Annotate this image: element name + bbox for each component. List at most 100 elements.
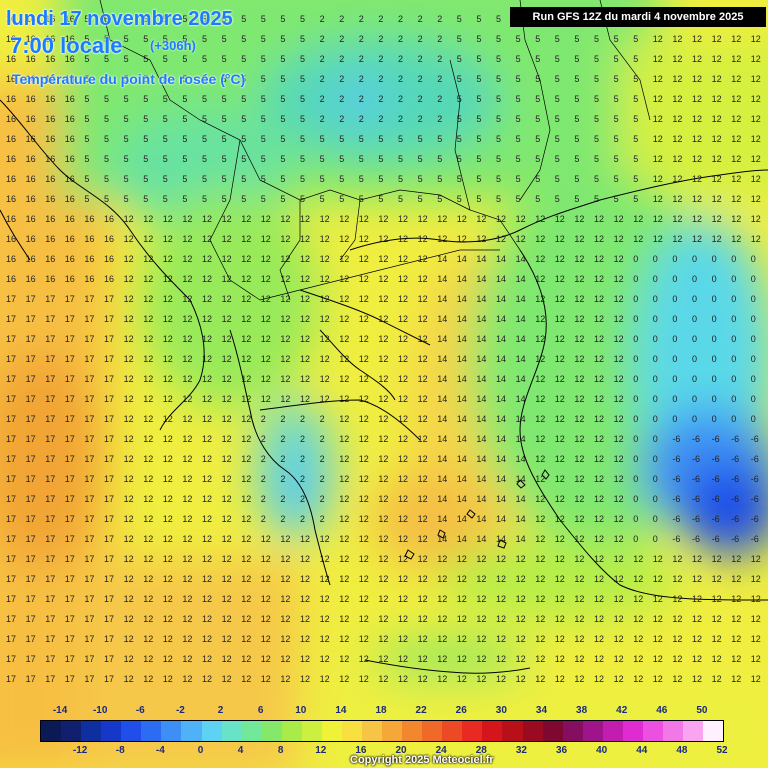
svg-text:12: 12: [437, 574, 447, 584]
svg-text:5: 5: [182, 74, 187, 84]
svg-text:12: 12: [535, 414, 545, 424]
parameter-title: Température du point de rosée (°C): [12, 71, 246, 87]
svg-text:14: 14: [496, 294, 506, 304]
svg-text:17: 17: [45, 474, 55, 484]
svg-text:2: 2: [418, 94, 423, 104]
svg-text:12: 12: [672, 174, 682, 184]
svg-text:12: 12: [359, 334, 369, 344]
svg-text:12: 12: [222, 654, 232, 664]
svg-text:17: 17: [104, 594, 114, 604]
svg-text:5: 5: [241, 174, 246, 184]
svg-text:12: 12: [594, 274, 604, 284]
svg-text:14: 14: [437, 434, 447, 444]
svg-text:2: 2: [339, 94, 344, 104]
svg-text:5: 5: [378, 154, 383, 164]
svg-text:5: 5: [182, 54, 187, 64]
svg-text:12: 12: [516, 214, 526, 224]
svg-text:12: 12: [692, 54, 702, 64]
svg-text:17: 17: [104, 414, 114, 424]
svg-text:14: 14: [516, 314, 526, 324]
svg-text:5: 5: [124, 54, 129, 64]
svg-text:16: 16: [45, 54, 55, 64]
svg-text:14: 14: [457, 354, 467, 364]
svg-text:12: 12: [143, 274, 153, 284]
svg-text:12: 12: [672, 154, 682, 164]
svg-text:12: 12: [476, 634, 486, 644]
svg-text:12: 12: [359, 654, 369, 664]
svg-text:0: 0: [692, 274, 697, 284]
scale-swatch: [522, 721, 543, 741]
svg-text:12: 12: [614, 254, 624, 264]
svg-text:12: 12: [202, 534, 212, 544]
svg-text:12: 12: [241, 614, 251, 624]
svg-text:12: 12: [653, 614, 663, 624]
svg-text:12: 12: [182, 574, 192, 584]
svg-text:12: 12: [574, 634, 584, 644]
svg-text:5: 5: [202, 114, 207, 124]
svg-text:12: 12: [339, 654, 349, 664]
svg-text:17: 17: [45, 294, 55, 304]
svg-text:12: 12: [143, 334, 153, 344]
svg-text:-6: -6: [731, 434, 739, 444]
svg-text:17: 17: [84, 654, 94, 664]
svg-text:-6: -6: [692, 434, 700, 444]
svg-text:12: 12: [614, 654, 624, 664]
svg-text:12: 12: [163, 394, 173, 404]
svg-text:12: 12: [222, 234, 232, 244]
svg-text:12: 12: [555, 354, 565, 364]
svg-text:12: 12: [143, 634, 153, 644]
svg-text:-6: -6: [712, 534, 720, 544]
svg-text:14: 14: [457, 474, 467, 484]
svg-text:12: 12: [339, 474, 349, 484]
svg-text:5: 5: [280, 134, 285, 144]
svg-text:14: 14: [437, 274, 447, 284]
svg-text:12: 12: [672, 674, 682, 684]
svg-text:17: 17: [65, 654, 75, 664]
svg-text:12: 12: [555, 674, 565, 684]
svg-text:12: 12: [751, 54, 761, 64]
svg-text:2: 2: [418, 14, 423, 24]
svg-text:5: 5: [261, 194, 266, 204]
svg-text:14: 14: [476, 294, 486, 304]
svg-text:17: 17: [65, 414, 75, 424]
svg-text:5: 5: [516, 74, 521, 84]
svg-text:12: 12: [280, 634, 290, 644]
svg-text:12: 12: [143, 654, 153, 664]
svg-text:0: 0: [692, 354, 697, 364]
svg-text:12: 12: [359, 594, 369, 604]
svg-text:12: 12: [378, 574, 388, 584]
svg-text:5: 5: [476, 74, 481, 84]
svg-text:16: 16: [104, 214, 114, 224]
svg-text:12: 12: [653, 174, 663, 184]
svg-text:12: 12: [692, 554, 702, 564]
svg-text:5: 5: [320, 174, 325, 184]
svg-text:17: 17: [84, 534, 94, 544]
svg-text:12: 12: [359, 454, 369, 464]
svg-text:0: 0: [633, 514, 638, 524]
svg-text:0: 0: [672, 354, 677, 364]
svg-text:12: 12: [692, 34, 702, 44]
svg-text:12: 12: [672, 134, 682, 144]
svg-text:12: 12: [143, 374, 153, 384]
svg-text:12: 12: [261, 374, 271, 384]
svg-text:2: 2: [320, 34, 325, 44]
borders: [99, 0, 651, 301]
svg-text:2: 2: [300, 494, 305, 504]
svg-text:14: 14: [457, 534, 467, 544]
svg-text:12: 12: [574, 374, 584, 384]
svg-text:12: 12: [143, 594, 153, 604]
svg-text:2: 2: [437, 54, 442, 64]
svg-text:12: 12: [594, 474, 604, 484]
svg-text:12: 12: [731, 654, 741, 664]
svg-text:5: 5: [516, 194, 521, 204]
svg-text:12: 12: [594, 334, 604, 344]
svg-text:12: 12: [163, 274, 173, 284]
scale-label-bottom: 12: [315, 745, 327, 756]
svg-text:2: 2: [398, 34, 403, 44]
svg-text:14: 14: [516, 534, 526, 544]
svg-text:17: 17: [104, 674, 114, 684]
scale-swatch: [281, 721, 302, 741]
svg-text:12: 12: [418, 314, 428, 324]
svg-text:17: 17: [65, 474, 75, 484]
svg-text:2: 2: [280, 454, 285, 464]
